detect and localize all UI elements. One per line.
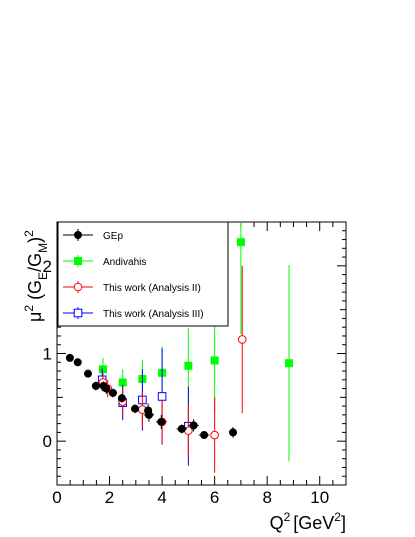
x-label-sup: 2 <box>284 510 291 524</box>
data-point <box>177 424 186 433</box>
y-label-slash: /G <box>25 253 45 272</box>
data-point <box>91 381 100 390</box>
data-point <box>189 421 198 430</box>
y-label-close: ) <box>25 237 45 243</box>
data-point <box>65 353 74 362</box>
x-label-unit: [GeV <box>293 513 334 533</box>
legend-marker <box>73 308 83 318</box>
data-point <box>98 365 107 374</box>
legend-item-this-work-analysis-iii: This work (Analysis III) <box>63 307 204 320</box>
y-tick-label: 1 <box>43 345 52 364</box>
x-axis-label: Q2 [GeV2] <box>270 510 346 533</box>
x-tick-label: 10 <box>310 488 329 507</box>
data-point <box>284 359 293 368</box>
legend-item-gep: GEp <box>63 229 123 242</box>
legend-item-andivahis: Andivahis <box>63 255 146 268</box>
data-point <box>200 431 209 440</box>
legend-box <box>57 221 229 327</box>
legend-item-this-work-analysis-ii: This work (Analysis II) <box>63 281 201 294</box>
data-point <box>210 356 219 365</box>
data-point <box>210 430 219 440</box>
data-point <box>157 417 166 426</box>
data-series <box>65 222 293 473</box>
data-point <box>118 378 127 387</box>
data-point <box>108 388 117 397</box>
legend-label: Andivahis <box>103 257 146 268</box>
legend-label: GEp <box>103 231 123 242</box>
legend-label: This work (Analysis II) <box>103 283 201 294</box>
x-label-unit-sup: 2 <box>334 510 341 524</box>
x-tick-label: 0 <box>52 488 61 507</box>
legend-marker <box>74 257 82 265</box>
data-point <box>236 238 245 247</box>
y-tick-label: 0 <box>43 432 52 451</box>
data-point <box>117 394 126 403</box>
data-point <box>102 384 111 393</box>
x-tick-label: 4 <box>157 488 166 507</box>
y-axis-label: μ2 (GE/GM)2 <box>22 230 50 322</box>
data-point <box>157 392 167 401</box>
data-point <box>144 410 153 419</box>
data-point <box>184 361 193 370</box>
data-point <box>237 335 247 344</box>
data-point <box>229 428 238 437</box>
y-label-sub1: E <box>36 272 50 280</box>
y-label-sup: 2 <box>22 305 36 312</box>
x-tick-label: 2 <box>105 488 114 507</box>
x-tick-label: 6 <box>210 488 219 507</box>
legend: GEp Andivahis This work (Analysis II) This … <box>57 221 229 327</box>
data-point <box>131 404 140 413</box>
x-label-close: ] <box>341 513 346 533</box>
legend-marker <box>73 282 83 292</box>
y-tick-label: 2 <box>43 257 52 276</box>
legend-label: This work (Analysis III) <box>103 309 204 320</box>
x-tick-label: 8 <box>262 488 271 507</box>
data-point <box>73 358 82 367</box>
y-label-open: (G <box>25 280 45 305</box>
series-gep <box>65 353 238 440</box>
y-label-sub2: M <box>36 243 50 253</box>
y-label-sup2: 2 <box>22 230 36 237</box>
data-point <box>84 369 93 378</box>
legend-marker <box>74 231 82 239</box>
